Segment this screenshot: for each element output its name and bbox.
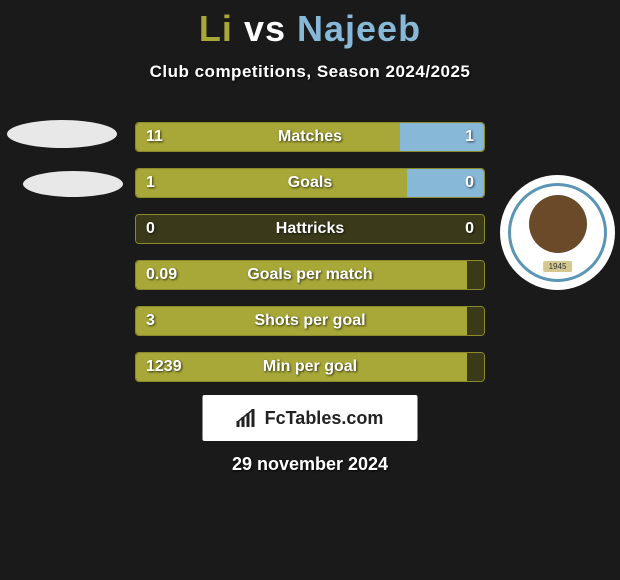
logo-shape	[7, 120, 117, 148]
stat-bar-row: 1 0 Goals	[135, 168, 485, 198]
crest-year: 1945	[549, 262, 567, 271]
bar-left-value: 1239	[146, 358, 182, 376]
bar-left-value: 0	[146, 220, 155, 238]
crest-outer: 1945	[500, 175, 615, 290]
comparison-title: Li vs Najeeb	[0, 0, 620, 50]
bar-left-value: 0.09	[146, 266, 177, 284]
branding-icon	[237, 409, 259, 427]
bar-label: Goals per match	[247, 266, 372, 284]
stat-bar-row: 3 Shots per goal	[135, 306, 485, 336]
bar-label: Min per goal	[263, 358, 357, 376]
bar-left-fill	[136, 169, 407, 197]
player2-logo: 1945	[500, 175, 615, 290]
bar-left-value: 1	[146, 174, 155, 192]
vs-text: vs	[244, 8, 286, 49]
player1-logo	[5, 115, 120, 230]
bar-left-value: 11	[146, 128, 163, 146]
branding-text: FcTables.com	[265, 408, 384, 429]
crest-emblem	[529, 195, 587, 253]
bar-right-value: 0	[465, 220, 474, 238]
player2-name: Najeeb	[297, 8, 421, 49]
bar-right-value: 0	[465, 174, 474, 192]
stat-bar-row: 0.09 Goals per match	[135, 260, 485, 290]
logo-shape	[23, 171, 123, 197]
branding-badge: FcTables.com	[203, 395, 418, 441]
bar-label: Hattricks	[276, 220, 344, 238]
bar-label: Shots per goal	[254, 312, 365, 330]
bar-label: Matches	[278, 128, 342, 146]
bar-right-value: 1	[465, 128, 474, 146]
date-label: 29 november 2024	[232, 454, 388, 475]
crest-banner: 1945	[543, 261, 573, 272]
bar-left-value: 3	[146, 312, 155, 330]
bar-left-fill	[136, 123, 400, 151]
bar-label: Goals	[288, 174, 332, 192]
stat-bars: 111Matches10Goals00Hattricks0.09Goals pe…	[135, 122, 485, 398]
stat-bar-row: 1239 Min per goal	[135, 352, 485, 382]
subtitle: Club competitions, Season 2024/2025	[0, 62, 620, 82]
player1-name: Li	[199, 8, 233, 49]
stat-bar-row: 0 0 Hattricks	[135, 214, 485, 244]
stat-bar-row: 111Matches	[135, 122, 485, 152]
